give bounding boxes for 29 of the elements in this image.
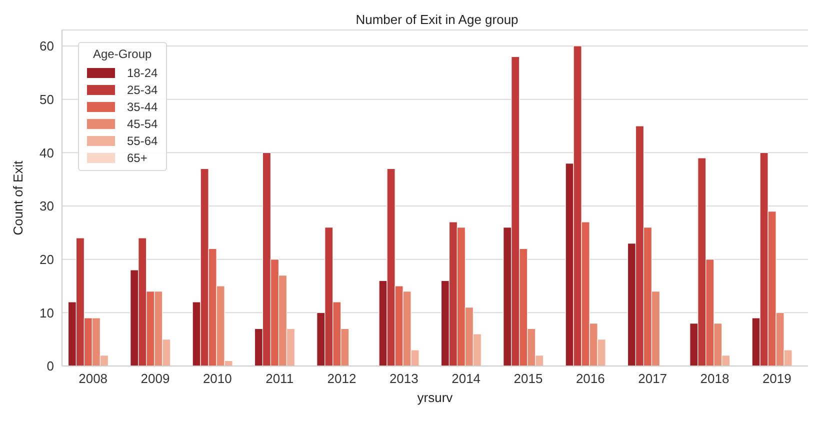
legend-title: Age-Group [92,47,153,61]
y-tick-label: 40 [40,145,54,160]
y-tick-label: 20 [40,252,54,267]
x-tick-label: 2010 [202,371,232,386]
x-tick-label: 2019 [762,371,792,386]
x-tick-label: 2011 [266,371,294,386]
x-tick-label: 2018 [700,371,730,386]
legend-label: 35-44 [127,100,158,114]
y-tick-label: 30 [40,198,54,214]
y-tick-label: 10 [40,305,54,320]
x-tick-label: 2014 [452,371,481,386]
y-tick-label: 0 [46,358,54,374]
x-tick-label: 2015 [514,371,543,386]
y-tick-label: 60 [40,38,54,54]
y-axis-title: Count of Exit [10,160,26,236]
y-tick-label: 50 [40,92,54,107]
legend-label: 25-34 [127,82,158,96]
legend-label: 65+ [127,150,148,164]
legend-label: 18-24 [127,66,158,80]
x-tick-label: 2016 [576,371,605,386]
legend-label: 55-64 [127,134,158,148]
x-tick-label: 2008 [78,371,108,386]
legend-label: 45-54 [127,116,158,130]
x-tick-label: 2012 [327,371,356,386]
x-tick-label: 2017 [638,371,668,386]
x-tick-label: 2013 [389,371,418,386]
x-axis-title: yrsurv [417,390,454,405]
chart-title: Number of Exit in Age group [354,12,520,27]
x-tick-label: 2009 [140,371,170,386]
